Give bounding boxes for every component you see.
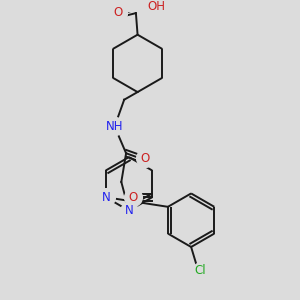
- Text: O: O: [114, 6, 123, 19]
- Text: O: O: [141, 152, 150, 164]
- Text: N: N: [101, 191, 110, 204]
- Text: NH: NH: [106, 120, 123, 133]
- Text: OH: OH: [148, 1, 166, 13]
- Text: N: N: [124, 204, 133, 217]
- Text: O: O: [128, 191, 138, 204]
- Text: Cl: Cl: [195, 264, 206, 278]
